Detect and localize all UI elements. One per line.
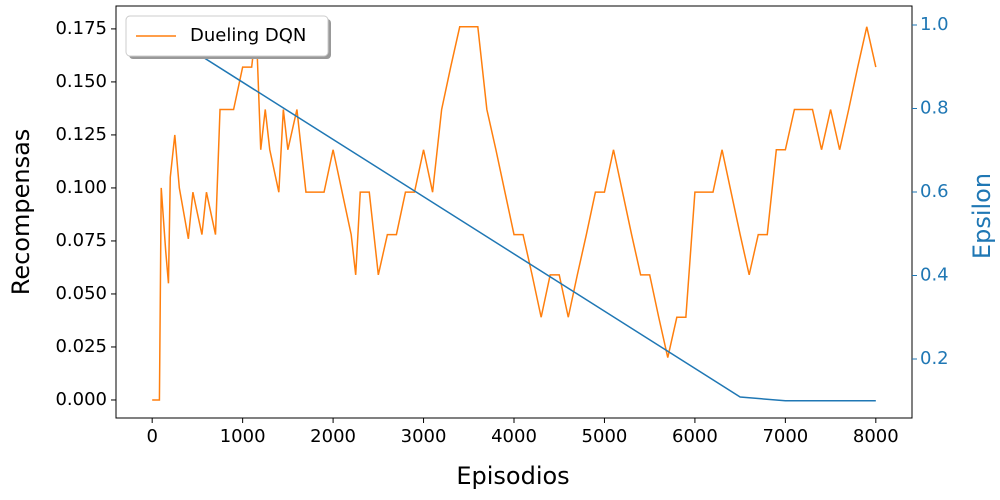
x-axis-label: Episodios (456, 462, 569, 490)
y-tick-label: 0.175 (55, 18, 107, 39)
y2-tick-label: 1.0 (920, 14, 949, 35)
y-tick-label: 0.050 (55, 283, 107, 304)
y-tick-label: 0.125 (55, 124, 107, 145)
y-tick-label: 0.000 (55, 389, 107, 410)
y2-tick-label: 0.6 (920, 181, 949, 202)
x-tick-label: 2000 (310, 426, 356, 447)
x-tick-label: 5000 (582, 426, 628, 447)
line-series (152, 26, 877, 401)
legend (125, 15, 329, 57)
y2-tick-label: 0.4 (920, 265, 949, 286)
x-tick-label: 0 (146, 426, 157, 447)
y2-axis-label: Epsilon (968, 173, 996, 259)
x-tick-label: 7000 (762, 426, 808, 447)
line-series (151, 24, 876, 402)
x-tick-label: 3000 (401, 426, 447, 447)
y-axis-label: Recompensas (7, 129, 35, 296)
y2-tick-label: 0.8 (920, 97, 949, 118)
legend-label: Dueling DQN (190, 25, 306, 46)
x-tick-label: 1000 (220, 426, 266, 447)
y-tick-label: 0.100 (55, 177, 107, 198)
y2-tick-label: 0.2 (920, 348, 949, 369)
y-tick-label: 0.025 (55, 336, 107, 357)
x-tick-label: 8000 (853, 426, 899, 447)
y-tick-label: 0.075 (55, 230, 107, 251)
x-tick-label: 4000 (491, 426, 537, 447)
x-tick-label: 6000 (672, 426, 718, 447)
y-tick-label: 0.150 (55, 71, 107, 92)
plot-frame (115, 5, 913, 419)
